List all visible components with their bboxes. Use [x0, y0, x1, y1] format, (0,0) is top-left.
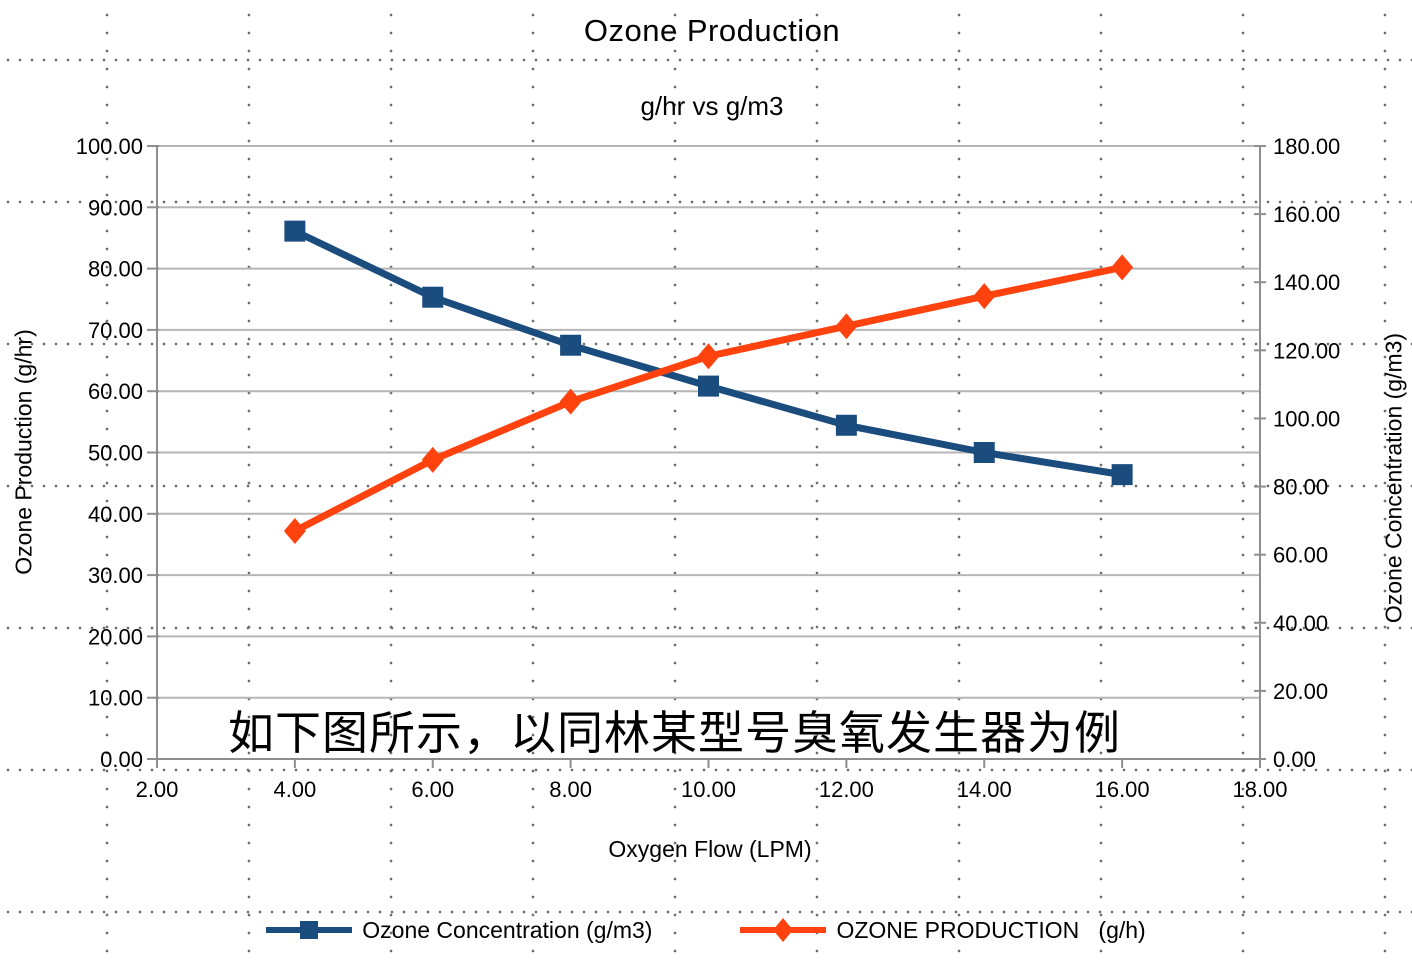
caption-overlay: 如下图所示，以同林某型号臭氧发生器为例: [228, 707, 1121, 759]
x-tick-label: 10.00: [681, 777, 736, 802]
y-left-tick-label: 10.00: [88, 686, 143, 711]
x-tick-label: 2.00: [136, 777, 179, 802]
x-tick-label: 18.00: [1232, 777, 1287, 802]
diamond-marker-icon: [697, 343, 720, 370]
legend-item: OZONE PRODUCTION (g/h): [740, 915, 1146, 945]
y-right-tick-label: 0.00: [1273, 747, 1316, 772]
diamond-marker-icon: [559, 388, 582, 415]
y-left-tick-label: 70.00: [88, 318, 143, 343]
series-concentration: [284, 220, 1133, 486]
x-tick-label: 8.00: [549, 777, 592, 802]
y-left-tick-label: 50.00: [88, 441, 143, 466]
y-right-tick-label: 120.00: [1273, 338, 1340, 363]
square-marker-icon: [835, 414, 857, 436]
square-marker-icon: [560, 334, 582, 356]
y-right-tick-label: 160.00: [1273, 202, 1340, 227]
series-line: [291, 263, 1126, 535]
y-left-tick-label: 100.00: [76, 134, 143, 159]
y-left-tick-label: 40.00: [88, 502, 143, 527]
legend-item: Ozone Concentration (g/m3): [266, 915, 652, 945]
diamond-marker-icon: [973, 283, 996, 310]
gridlines: [157, 145, 1260, 760]
y-left-tick-label: 30.00: [88, 563, 143, 588]
legend: Ozone Concentration (g/m3) OZONE PRODUCTI…: [0, 908, 1412, 952]
y-right-tick-label: 20.00: [1273, 679, 1328, 704]
chart-title: Ozone Production: [583, 13, 841, 48]
series-production: [283, 254, 1134, 544]
diamond-marker-icon: [835, 313, 858, 340]
square-marker-icon: [1111, 464, 1133, 486]
y-left-tick-label: 20.00: [88, 624, 143, 649]
legend-label: OZONE PRODUCTION (g/h): [836, 916, 1146, 943]
diamond-marker-icon: [421, 446, 444, 473]
square-marker-icon: [422, 286, 444, 308]
x-axis-title: Oxygen Flow (LPM): [608, 836, 812, 862]
y-right-tick-label: 180.00: [1273, 134, 1340, 159]
y-left-tick-label: 90.00: [88, 195, 143, 220]
y-right-tick-label: 60.00: [1273, 543, 1328, 568]
y-right-tick-label: 80.00: [1273, 475, 1328, 500]
diamond-marker-icon: [1111, 254, 1134, 281]
square-marker-icon: [698, 375, 719, 397]
legend-square-marker-icon: [266, 921, 353, 939]
square-marker-icon: [973, 442, 995, 463]
x-tick-label: 6.00: [411, 777, 454, 802]
x-tick-label: 12.00: [819, 777, 874, 802]
y-right-tick-label: 100.00: [1273, 406, 1340, 431]
diamond-marker-icon: [283, 517, 306, 544]
y-left-tick-label: 80.00: [88, 257, 143, 282]
legend-label: Ozone Concentration (g/m3): [362, 916, 653, 943]
x-tick-label: 4.00: [273, 777, 316, 802]
y-left-tick-label: 0.00: [100, 747, 143, 772]
x-tick-label: 14.00: [957, 777, 1012, 802]
x-tick-label: 16.00: [1095, 777, 1150, 802]
y-left-tick-label: 60.00: [88, 379, 143, 404]
tick-labels: 0.00 10.00 20.00 30.00 40.00 50.00 60.00 70.00 8…: [76, 134, 1341, 802]
square-marker-icon: [284, 220, 306, 242]
chart-subtitle: g/hr vs g/m3: [640, 91, 784, 121]
tick-marks: [147, 145, 1266, 768]
legend-diamond-marker-icon: [740, 918, 827, 942]
y-right-tick-label: 40.00: [1273, 611, 1328, 636]
y-right-tick-label: 140.00: [1273, 270, 1340, 295]
